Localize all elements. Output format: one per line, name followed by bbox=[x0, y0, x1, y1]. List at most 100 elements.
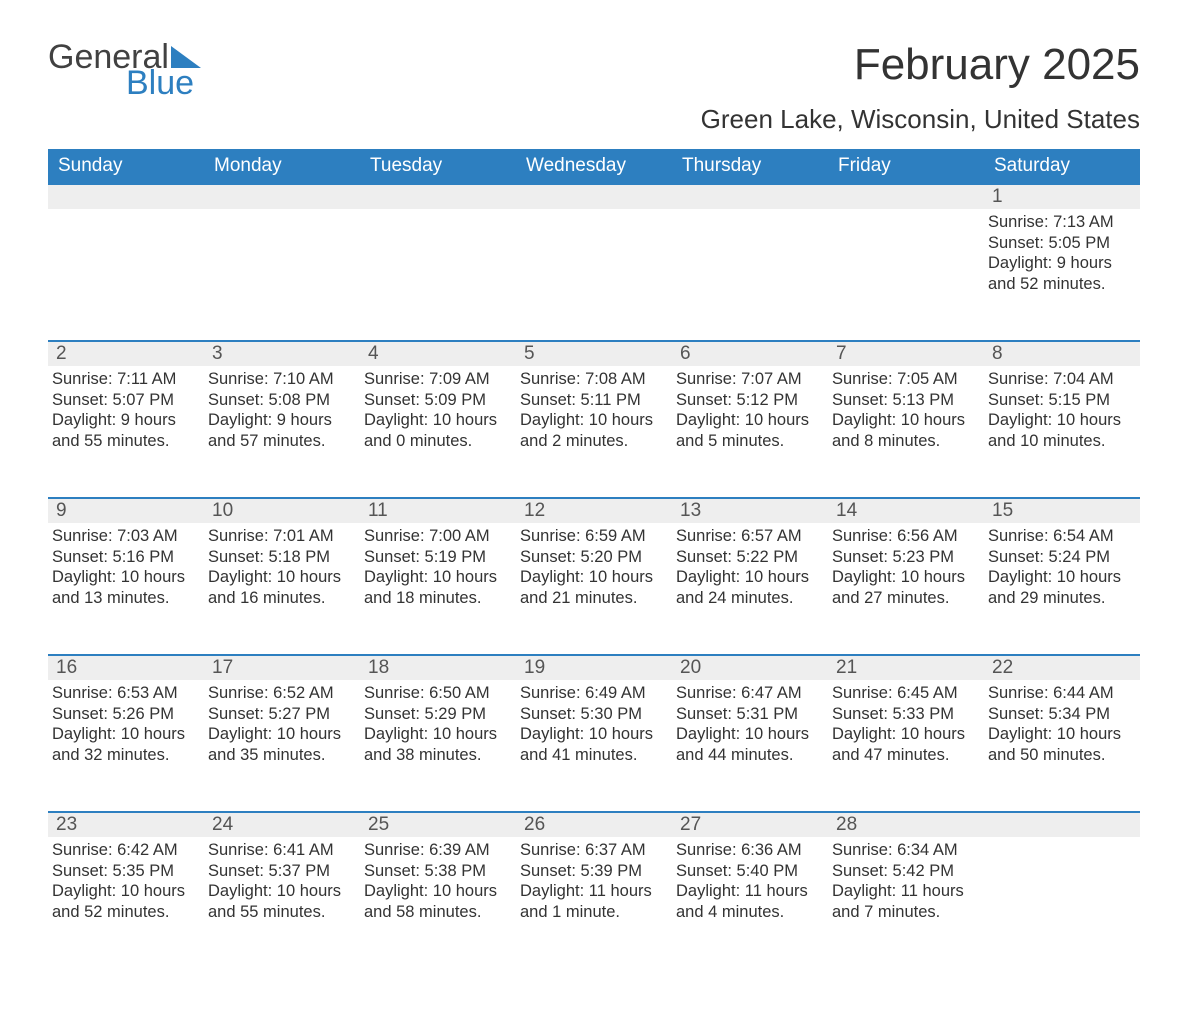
calendar-day-cell bbox=[48, 209, 204, 341]
sunrise-text: Sunrise: 6:52 AM bbox=[208, 683, 354, 704]
daylight-text: Daylight: 10 hours and 47 minutes. bbox=[832, 724, 978, 765]
daylight-text: Daylight: 9 hours and 52 minutes. bbox=[988, 253, 1134, 294]
day-number: 26 bbox=[516, 813, 672, 837]
calendar-day-cell: Sunrise: 7:07 AMSunset: 5:12 PMDaylight:… bbox=[672, 366, 828, 498]
calendar-daynum-cell: 5 bbox=[516, 341, 672, 366]
day-number bbox=[672, 185, 828, 209]
sunset-text: Sunset: 5:15 PM bbox=[988, 390, 1134, 411]
calendar-day-cell: Sunrise: 6:36 AMSunset: 5:40 PMDaylight:… bbox=[672, 837, 828, 969]
calendar-day-cell: Sunrise: 7:11 AMSunset: 5:07 PMDaylight:… bbox=[48, 366, 204, 498]
daylight-text: Daylight: 10 hours and 35 minutes. bbox=[208, 724, 354, 765]
sunrise-text: Sunrise: 7:09 AM bbox=[364, 369, 510, 390]
sunset-text: Sunset: 5:26 PM bbox=[52, 704, 198, 725]
day-content: Sunrise: 7:03 AMSunset: 5:16 PMDaylight:… bbox=[48, 523, 204, 619]
sunset-text: Sunset: 5:29 PM bbox=[364, 704, 510, 725]
day-content: Sunrise: 6:53 AMSunset: 5:26 PMDaylight:… bbox=[48, 680, 204, 776]
calendar-daynum-cell bbox=[828, 184, 984, 209]
day-number: 8 bbox=[984, 342, 1140, 366]
day-number: 27 bbox=[672, 813, 828, 837]
weekday-header: Monday bbox=[204, 149, 360, 184]
sunrise-text: Sunrise: 6:49 AM bbox=[520, 683, 666, 704]
calendar-daynum-cell: 19 bbox=[516, 655, 672, 680]
sunrise-text: Sunrise: 6:41 AM bbox=[208, 840, 354, 861]
weekday-header: Wednesday bbox=[516, 149, 672, 184]
day-number: 23 bbox=[48, 813, 204, 837]
calendar-daynum-cell bbox=[672, 184, 828, 209]
calendar-day-cell bbox=[204, 209, 360, 341]
day-content: Sunrise: 7:05 AMSunset: 5:13 PMDaylight:… bbox=[828, 366, 984, 462]
calendar-day-cell: Sunrise: 6:39 AMSunset: 5:38 PMDaylight:… bbox=[360, 837, 516, 969]
day-content bbox=[984, 837, 1140, 850]
calendar-daynum-cell: 14 bbox=[828, 498, 984, 523]
day-number: 17 bbox=[204, 656, 360, 680]
sunrise-text: Sunrise: 6:57 AM bbox=[676, 526, 822, 547]
weekday-header: Thursday bbox=[672, 149, 828, 184]
calendar-day-cell: Sunrise: 7:03 AMSunset: 5:16 PMDaylight:… bbox=[48, 523, 204, 655]
sunset-text: Sunset: 5:27 PM bbox=[208, 704, 354, 725]
calendar-day-cell: Sunrise: 6:50 AMSunset: 5:29 PMDaylight:… bbox=[360, 680, 516, 812]
sunset-text: Sunset: 5:42 PM bbox=[832, 861, 978, 882]
calendar-day-cell bbox=[360, 209, 516, 341]
day-content: Sunrise: 6:45 AMSunset: 5:33 PMDaylight:… bbox=[828, 680, 984, 776]
sunrise-text: Sunrise: 6:42 AM bbox=[52, 840, 198, 861]
sunset-text: Sunset: 5:23 PM bbox=[832, 547, 978, 568]
calendar-day-cell bbox=[516, 209, 672, 341]
sunset-text: Sunset: 5:31 PM bbox=[676, 704, 822, 725]
sunset-text: Sunset: 5:40 PM bbox=[676, 861, 822, 882]
day-content: Sunrise: 6:52 AMSunset: 5:27 PMDaylight:… bbox=[204, 680, 360, 776]
calendar-day-cell bbox=[984, 837, 1140, 969]
calendar-day-cell: Sunrise: 7:00 AMSunset: 5:19 PMDaylight:… bbox=[360, 523, 516, 655]
calendar-daynum-cell: 27 bbox=[672, 812, 828, 837]
sunrise-text: Sunrise: 7:01 AM bbox=[208, 526, 354, 547]
calendar-daynum-cell: 17 bbox=[204, 655, 360, 680]
day-number: 7 bbox=[828, 342, 984, 366]
calendar-daynum-cell: 13 bbox=[672, 498, 828, 523]
calendar-day-cell: Sunrise: 6:56 AMSunset: 5:23 PMDaylight:… bbox=[828, 523, 984, 655]
calendar-day-cell: Sunrise: 6:49 AMSunset: 5:30 PMDaylight:… bbox=[516, 680, 672, 812]
day-content: Sunrise: 6:37 AMSunset: 5:39 PMDaylight:… bbox=[516, 837, 672, 933]
sunset-text: Sunset: 5:22 PM bbox=[676, 547, 822, 568]
day-content: Sunrise: 6:59 AMSunset: 5:20 PMDaylight:… bbox=[516, 523, 672, 619]
sunset-text: Sunset: 5:34 PM bbox=[988, 704, 1134, 725]
calendar-daynum-cell: 28 bbox=[828, 812, 984, 837]
sunrise-text: Sunrise: 6:56 AM bbox=[832, 526, 978, 547]
day-number: 28 bbox=[828, 813, 984, 837]
day-content bbox=[360, 209, 516, 222]
sunset-text: Sunset: 5:05 PM bbox=[988, 233, 1134, 254]
sunrise-text: Sunrise: 7:07 AM bbox=[676, 369, 822, 390]
sunset-text: Sunset: 5:16 PM bbox=[52, 547, 198, 568]
sunset-text: Sunset: 5:07 PM bbox=[52, 390, 198, 411]
day-number: 25 bbox=[360, 813, 516, 837]
calendar-daynum-cell bbox=[516, 184, 672, 209]
day-number: 1 bbox=[984, 185, 1140, 209]
day-number: 12 bbox=[516, 499, 672, 523]
sunrise-text: Sunrise: 6:59 AM bbox=[520, 526, 666, 547]
day-content bbox=[828, 209, 984, 222]
sunset-text: Sunset: 5:19 PM bbox=[364, 547, 510, 568]
sunrise-text: Sunrise: 6:53 AM bbox=[52, 683, 198, 704]
calendar-day-cell: Sunrise: 6:41 AMSunset: 5:37 PMDaylight:… bbox=[204, 837, 360, 969]
day-number: 6 bbox=[672, 342, 828, 366]
day-number: 2 bbox=[48, 342, 204, 366]
day-content: Sunrise: 7:07 AMSunset: 5:12 PMDaylight:… bbox=[672, 366, 828, 462]
day-content: Sunrise: 6:41 AMSunset: 5:37 PMDaylight:… bbox=[204, 837, 360, 933]
day-number: 20 bbox=[672, 656, 828, 680]
day-content: Sunrise: 6:34 AMSunset: 5:42 PMDaylight:… bbox=[828, 837, 984, 933]
calendar-day-cell: Sunrise: 6:53 AMSunset: 5:26 PMDaylight:… bbox=[48, 680, 204, 812]
day-number: 18 bbox=[360, 656, 516, 680]
daylight-text: Daylight: 11 hours and 4 minutes. bbox=[676, 881, 822, 922]
day-number: 13 bbox=[672, 499, 828, 523]
day-content: Sunrise: 7:00 AMSunset: 5:19 PMDaylight:… bbox=[360, 523, 516, 619]
calendar-daynum-cell: 2 bbox=[48, 341, 204, 366]
day-content: Sunrise: 6:54 AMSunset: 5:24 PMDaylight:… bbox=[984, 523, 1140, 619]
day-content: Sunrise: 6:50 AMSunset: 5:29 PMDaylight:… bbox=[360, 680, 516, 776]
daylight-text: Daylight: 10 hours and 5 minutes. bbox=[676, 410, 822, 451]
daylight-text: Daylight: 9 hours and 57 minutes. bbox=[208, 410, 354, 451]
weekday-header: Tuesday bbox=[360, 149, 516, 184]
day-number: 15 bbox=[984, 499, 1140, 523]
calendar-day-cell: Sunrise: 6:57 AMSunset: 5:22 PMDaylight:… bbox=[672, 523, 828, 655]
sunrise-text: Sunrise: 7:08 AM bbox=[520, 369, 666, 390]
daylight-text: Daylight: 10 hours and 32 minutes. bbox=[52, 724, 198, 765]
sunset-text: Sunset: 5:33 PM bbox=[832, 704, 978, 725]
calendar-day-cell: Sunrise: 6:54 AMSunset: 5:24 PMDaylight:… bbox=[984, 523, 1140, 655]
